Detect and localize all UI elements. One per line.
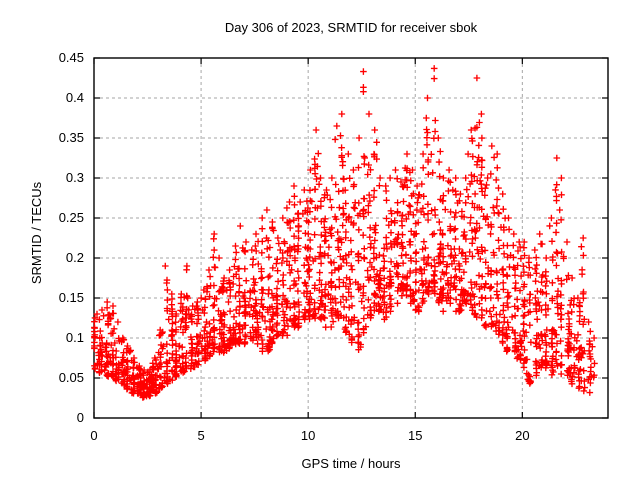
- x-axis-label: GPS time / hours: [301, 456, 401, 471]
- x-tick-label: 0: [90, 428, 98, 443]
- y-tick-label: 0.15: [58, 290, 84, 305]
- y-tick-label: 0.2: [65, 250, 84, 265]
- x-tick-label: 10: [300, 428, 316, 443]
- y-tick-label: 0: [76, 410, 84, 425]
- chart-title: Day 306 of 2023, SRMTID for receiver sbo…: [224, 20, 478, 35]
- y-tick-label: 0.35: [58, 130, 84, 145]
- y-tick-label: 0.4: [65, 90, 84, 105]
- x-tick-label: 20: [515, 428, 530, 443]
- y-tick-label: 0.25: [58, 210, 84, 225]
- x-tick-label: 15: [408, 428, 423, 443]
- y-tick-label: 0.3: [65, 170, 84, 185]
- y-tick-label: 0.1: [65, 330, 84, 345]
- y-tick-label: 0.05: [58, 370, 84, 385]
- x-tick-label: 5: [197, 428, 205, 443]
- y-tick-label: 0.45: [58, 50, 84, 65]
